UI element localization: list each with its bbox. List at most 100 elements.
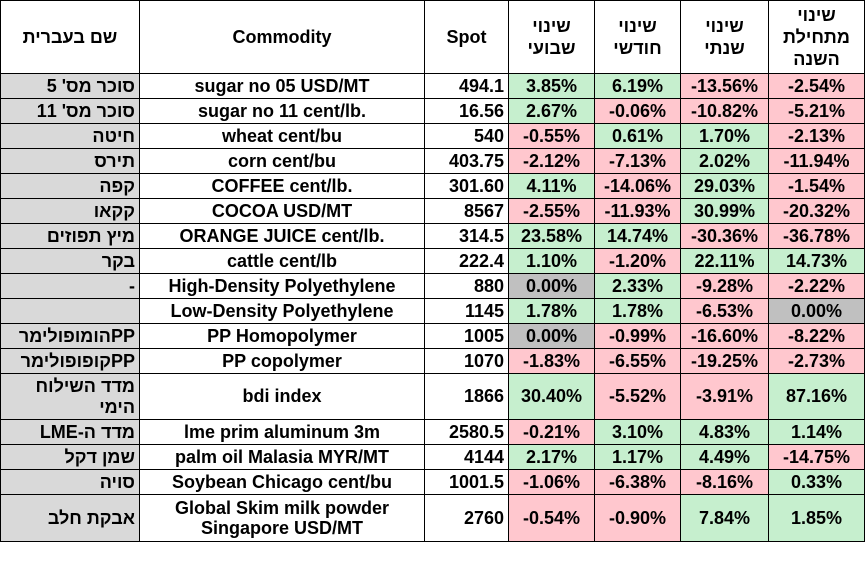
header-weekly-change: שינוי שבועי [508, 0, 595, 74]
monthly-change-cell: 0.61% [594, 123, 681, 149]
yearly-change-cell: 4.49% [680, 444, 769, 470]
hebrew-name-cell: שמן דקל [0, 444, 140, 470]
monthly-change-cell: 1.17% [594, 444, 681, 470]
commodity-cell: cattle cent/lb [139, 248, 425, 274]
hebrew-name-cell: PPקופופולימר [0, 348, 140, 374]
weekly-change-cell: 1.10% [508, 248, 595, 274]
spot-cell: 2580.5 [424, 419, 509, 445]
spot-cell: 1145 [424, 298, 509, 324]
ytd-change-cell: 14.73% [768, 248, 865, 274]
ytd-change-cell: 0.00% [768, 298, 865, 324]
yearly-change-cell: -19.25% [680, 348, 769, 374]
commodity-cell: Global Skim milk powder Singapore USD/MT [139, 494, 425, 542]
hebrew-name-cell [0, 298, 140, 324]
spot-cell: 222.4 [424, 248, 509, 274]
table-row: חיטה wheat cent/bu 540 -0.55% 0.61% 1.70% -2.1… [0, 123, 865, 149]
yearly-change-cell: -6.53% [680, 298, 769, 324]
monthly-change-cell: -11.93% [594, 198, 681, 224]
table-row: תירס corn cent/bu 403.75 -2.12% -7.13% 2.02% -… [0, 148, 865, 174]
hebrew-name-cell: סוכר מס' 5 [0, 73, 140, 99]
header-hebrew-name: שם בעברית [0, 0, 140, 74]
yearly-change-cell: -13.56% [680, 73, 769, 99]
header-row: שם בעברית Commodity Spot שינוי שבועי שינ… [0, 0, 865, 74]
weekly-change-cell: -1.06% [508, 469, 595, 495]
hebrew-name-cell: מדד השילוח הימי [0, 373, 140, 420]
commodity-cell: High-Density Polyethylene [139, 273, 425, 299]
table-row: קפה COFFEE cent/lb. 301.60 4.11% -14.06% 29.0… [0, 173, 865, 199]
monthly-change-cell: -1.20% [594, 248, 681, 274]
table-row: Low-Density Polyethylene 1145 1.78% 1.78% -6… [0, 298, 865, 324]
weekly-change-cell: 23.58% [508, 223, 595, 249]
monthly-change-cell: 3.10% [594, 419, 681, 445]
ytd-change-cell: -14.75% [768, 444, 865, 470]
spot-cell: 1070 [424, 348, 509, 374]
header-spot: Spot [424, 0, 509, 74]
ytd-change-cell: -2.54% [768, 73, 865, 99]
yearly-change-cell: -9.28% [680, 273, 769, 299]
table-row: מדד השילוח הימי bdi index 1866 30.40% -5.52%… [0, 373, 865, 420]
hebrew-name-cell: קפה [0, 173, 140, 199]
yearly-change-cell: 1.70% [680, 123, 769, 149]
table-row: סוכר מס' 5 sugar no 05 USD/MT 494.1 3.85% 6.… [0, 73, 865, 99]
hebrew-name-cell: סויה [0, 469, 140, 495]
monthly-change-cell: 6.19% [594, 73, 681, 99]
weekly-change-cell: 4.11% [508, 173, 595, 199]
commodity-cell: PP Homopolymer [139, 323, 425, 349]
weekly-change-cell: -0.21% [508, 419, 595, 445]
commodity-cell: PP copolymer [139, 348, 425, 374]
table-row: קקאו COCOA USD/MT 8567 -2.55% -11.93% 30.99% -… [0, 198, 865, 224]
ytd-change-cell: -36.78% [768, 223, 865, 249]
spot-cell: 540 [424, 123, 509, 149]
spot-cell: 2760 [424, 494, 509, 542]
commodity-cell: wheat cent/bu [139, 123, 425, 149]
hebrew-name-cell: אבקת חלב [0, 494, 140, 542]
commodity-cell: sugar no 11 cent/lb. [139, 98, 425, 124]
yearly-change-cell: -30.36% [680, 223, 769, 249]
yearly-change-cell: 4.83% [680, 419, 769, 445]
table-row: אבקת חלב Global Skim milk powder Singapor… [0, 494, 865, 542]
ytd-change-cell: -5.21% [768, 98, 865, 124]
weekly-change-cell: -2.55% [508, 198, 595, 224]
ytd-change-cell: -20.32% [768, 198, 865, 224]
commodity-cell: corn cent/bu [139, 148, 425, 174]
weekly-change-cell: 2.17% [508, 444, 595, 470]
weekly-change-cell: 0.00% [508, 323, 595, 349]
table-row: PPקופופולימר PP copolymer 1070 -1.83% -6.55%… [0, 348, 865, 374]
ytd-change-cell: -1.54% [768, 173, 865, 199]
commodity-cell: lme prim aluminum 3m [139, 419, 425, 445]
spot-cell: 301.60 [424, 173, 509, 199]
monthly-change-cell: -0.90% [594, 494, 681, 542]
commodity-cell: sugar no 05 USD/MT [139, 73, 425, 99]
hebrew-name-cell: מדד ה-LME [0, 419, 140, 445]
commodities-table: שם בעברית Commodity Spot שינוי שבועי שינ… [0, 0, 865, 542]
ytd-change-cell: -2.22% [768, 273, 865, 299]
yearly-change-cell: 29.03% [680, 173, 769, 199]
ytd-change-cell: 1.14% [768, 419, 865, 445]
spot-cell: 16.56 [424, 98, 509, 124]
table-row: שמן דקל palm oil Malasia MYR/MT 4144 2.17% 1… [0, 444, 865, 470]
spot-cell: 494.1 [424, 73, 509, 99]
monthly-change-cell: -6.38% [594, 469, 681, 495]
spot-cell: 8567 [424, 198, 509, 224]
monthly-change-cell: 14.74% [594, 223, 681, 249]
hebrew-name-cell: PPהומופולימר [0, 323, 140, 349]
yearly-change-cell: 7.84% [680, 494, 769, 542]
commodity-cell: palm oil Malasia MYR/MT [139, 444, 425, 470]
monthly-change-cell: -5.52% [594, 373, 681, 420]
weekly-change-cell: -0.55% [508, 123, 595, 149]
table-row: מדד ה-LME lme prim aluminum 3m 2580.5 -0.21… [0, 419, 865, 445]
weekly-change-cell: 3.85% [508, 73, 595, 99]
table-row: סוכר מס' 11 sugar no 11 cent/lb. 16.56 2.67… [0, 98, 865, 124]
yearly-change-cell: 2.02% [680, 148, 769, 174]
hebrew-name-cell: חיטה [0, 123, 140, 149]
weekly-change-cell: -1.83% [508, 348, 595, 374]
table-row: - High-Density Polyethylene 880 0.00% 2.33% -… [0, 273, 865, 299]
spot-cell: 4144 [424, 444, 509, 470]
monthly-change-cell: 1.78% [594, 298, 681, 324]
yearly-change-cell: 22.11% [680, 248, 769, 274]
commodity-cell: bdi index [139, 373, 425, 420]
weekly-change-cell: -0.54% [508, 494, 595, 542]
weekly-change-cell: 0.00% [508, 273, 595, 299]
ytd-change-cell: -8.22% [768, 323, 865, 349]
hebrew-name-cell: תירס [0, 148, 140, 174]
